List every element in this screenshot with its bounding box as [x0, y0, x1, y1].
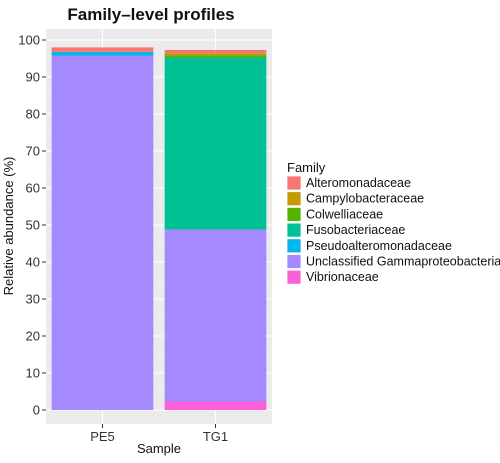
x-axis-ticks: PE5 TG1 — [90, 424, 228, 444]
y-tick-label: 20 — [26, 329, 40, 344]
legend-label-alteromonadaceae: Alteromonadaceae — [306, 176, 411, 190]
legend-label-fusobacteriaceae: Fusobacteriaceae — [306, 223, 405, 237]
legend-label-campylobacteraceae: Campylobacteraceae — [306, 192, 424, 206]
y-tick-label: 40 — [26, 255, 40, 270]
legend-key-unclassified-gammaproteobacteria — [286, 254, 302, 269]
legend: Family Alteromonadaceae Campylobacteracea… — [286, 160, 500, 285]
bar-tg1-fusobacteriaceae — [164, 57, 267, 230]
bar-pe5-pseudoalteromonadaceae — [51, 51, 154, 56]
legend-key-fusobacteriaceae — [286, 222, 302, 238]
x-tick-label-pe5: PE5 — [90, 429, 115, 444]
bar-tg1-vibrionaceae — [164, 401, 267, 410]
y-axis-ticks: 0 10 20 30 40 50 60 70 80 90 100 — [18, 33, 46, 418]
x-tick-label-tg1: TG1 — [203, 429, 228, 444]
y-tick-label: 90 — [26, 70, 40, 85]
legend-key-alteromonadaceae — [286, 175, 302, 191]
y-tick-label: 10 — [26, 366, 40, 381]
y-tick-label: 0 — [33, 403, 40, 418]
legend-label-unclassified-gammaproteobacteria: Unclassified Gammaproteobacteria — [306, 255, 500, 269]
chart-title: Family–level profiles — [67, 5, 234, 24]
legend-title: Family — [287, 160, 326, 175]
legend-label-vibrionaceae: Vibrionaceae — [306, 270, 379, 284]
bar-pe5-alteromonadaceae — [51, 47, 154, 52]
legend-key-campylobacteraceae — [286, 191, 302, 207]
legend-key-vibrionaceae — [286, 269, 302, 285]
bar-tg1-campylobacteraceae — [164, 53, 267, 56]
legend-key-pseudoalteromonadaceae — [286, 238, 302, 254]
bar-tg1-alteromonadaceae — [164, 49, 267, 54]
legend-key-colwelliaceae — [286, 206, 302, 222]
bars — [51, 47, 267, 410]
y-tick-label: 70 — [26, 144, 40, 159]
bar-tg1-colwelliaceae — [164, 55, 267, 58]
y-tick-label: 80 — [26, 107, 40, 122]
y-tick-label: 100 — [18, 33, 40, 48]
bar-pe5-unclassified-gammaproteobacteria — [51, 55, 154, 410]
y-axis-title: Relative abundance (%) — [1, 157, 16, 296]
y-tick-label: 30 — [26, 292, 40, 307]
y-tick-label: 60 — [26, 181, 40, 196]
bar-tg1-unclassified-gammaproteobacteria — [164, 229, 267, 402]
y-tick-label: 50 — [26, 218, 40, 233]
legend-label-pseudoalteromonadaceae: Pseudoalteromonadaceae — [306, 239, 452, 253]
x-axis-title: Sample — [137, 441, 181, 456]
legend-label-colwelliaceae: Colwelliaceae — [306, 207, 383, 221]
